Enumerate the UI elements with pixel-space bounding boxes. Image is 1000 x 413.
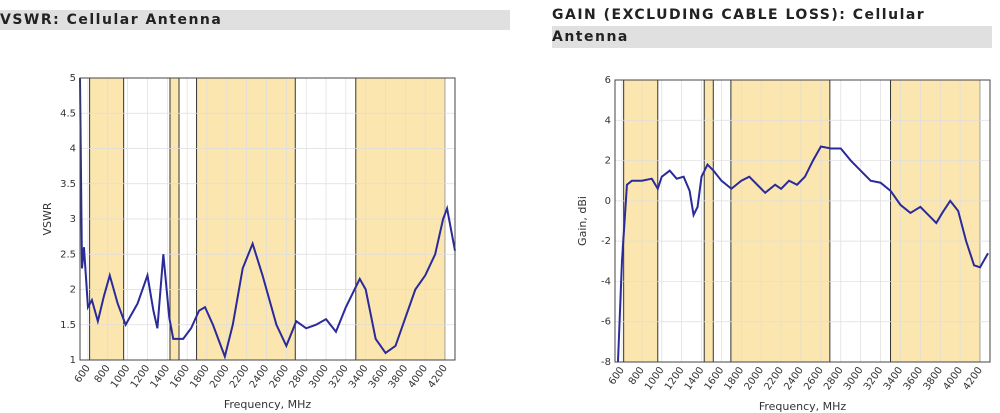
y-tick-label: 6 — [605, 75, 611, 86]
x-tick-label: 4200 — [426, 363, 450, 390]
x-tick-label: 2800 — [287, 363, 311, 390]
x-tick-label: 3000 — [307, 363, 331, 390]
x-tick-label: 1200 — [663, 365, 687, 392]
y-tick-label: 4 — [605, 115, 611, 126]
y-tick-label: 2 — [70, 285, 76, 296]
y-tick-label: 2.5 — [60, 249, 76, 260]
x-tick-label: 3400 — [347, 363, 371, 390]
y-tick-label: 3.5 — [60, 179, 76, 190]
x-tick-label: 1000 — [643, 365, 667, 392]
y-tick-label: 3 — [70, 214, 76, 225]
line — [79, 77, 456, 360]
x-tick-label: 3400 — [882, 365, 906, 392]
y-tick-label: -2 — [601, 236, 611, 247]
x-tick-label: 1800 — [723, 365, 747, 392]
x-tick-label: 1600 — [168, 363, 192, 390]
x-tick-label: 3200 — [862, 365, 886, 392]
x-tick-label: 4000 — [941, 365, 965, 392]
x-tick-label: 3600 — [902, 365, 926, 392]
x-tick-label: 3600 — [367, 363, 391, 390]
chart-title: GAIN (EXCLUDING CABLE LOSS): Cellular An… — [552, 4, 992, 48]
x-tick-label: 1400 — [149, 363, 173, 390]
x-axis-label: Frequency, MHz — [224, 398, 312, 411]
x-tick-label: 2200 — [762, 365, 786, 392]
y-tick-label: -6 — [601, 317, 611, 328]
x-tick-label: 2200 — [228, 363, 252, 390]
x-tick-label: 1800 — [188, 363, 212, 390]
y-axis-label: Gain, dBi — [576, 196, 589, 246]
x-tick-label: 2800 — [822, 365, 846, 392]
y-tick-label: 2 — [605, 156, 611, 167]
band — [623, 79, 659, 363]
x-tick-label: 600 — [73, 363, 93, 385]
x-tick-label: 2400 — [248, 363, 272, 390]
x-tick-label: 3200 — [327, 363, 351, 390]
x-tick-label: 3000 — [842, 365, 866, 392]
x-tick-label: 2000 — [208, 363, 232, 390]
plot-frame — [614, 79, 991, 363]
x-tick-label: 4200 — [961, 365, 985, 392]
band — [703, 79, 714, 363]
y-tick-label: 4 — [70, 144, 76, 155]
y-tick-label: -4 — [601, 276, 611, 287]
x-tick-label: 600 — [607, 365, 627, 387]
x-tick-label: 2400 — [782, 365, 806, 392]
chart-title: VSWR: Cellular Antenna — [0, 10, 510, 30]
plot-frame — [79, 77, 456, 361]
y-axis-label: VSWR — [41, 202, 54, 235]
y-tick-label: 4.5 — [60, 108, 76, 119]
y-tick-label: 1 — [70, 355, 76, 366]
line — [616, 145, 989, 363]
x-tick-label: 3800 — [387, 363, 411, 390]
x-tick-label: 4000 — [407, 363, 431, 390]
y-tick-label: 0 — [605, 196, 611, 207]
x-tick-label: 1600 — [703, 365, 727, 392]
y-tick-label: -8 — [601, 357, 611, 368]
x-tick-label: 2600 — [268, 363, 292, 390]
x-tick-label: 1000 — [109, 363, 133, 390]
y-tick-label: 1.5 — [60, 320, 76, 331]
x-tick-label: 1400 — [683, 365, 707, 392]
x-axis-label: Frequency, MHz — [759, 400, 847, 413]
x-tick-label: 3800 — [922, 365, 946, 392]
band — [730, 79, 831, 363]
x-tick-label: 2000 — [743, 365, 767, 392]
y-tick-label: 5 — [70, 73, 76, 84]
x-tick-label: 2600 — [802, 365, 826, 392]
x-tick-label: 1200 — [129, 363, 153, 390]
